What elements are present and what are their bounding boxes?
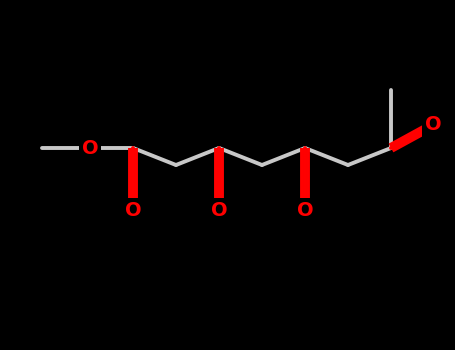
Text: O: O — [82, 139, 98, 158]
Text: O: O — [125, 201, 142, 219]
Text: O: O — [211, 201, 228, 219]
Text: O: O — [425, 116, 441, 134]
Text: O: O — [297, 201, 313, 219]
